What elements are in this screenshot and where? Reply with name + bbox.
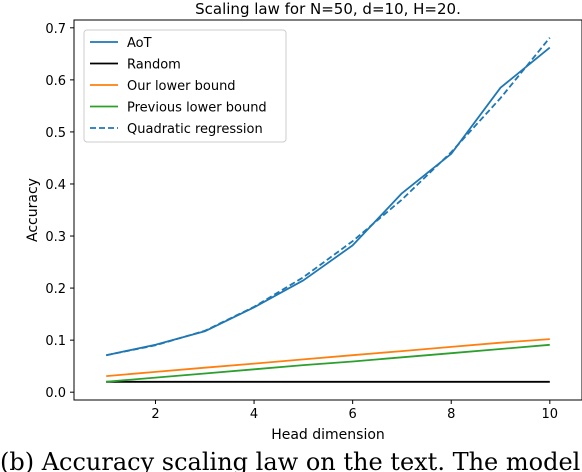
y-tick-label: 0.1 [45, 334, 66, 349]
x-axis-label: Head dimension [271, 427, 385, 443]
legend-box [83, 29, 287, 143]
legend-label: Previous lower bound [127, 101, 267, 116]
legend-label: Quadratic regression [127, 122, 263, 137]
x-tick-label: 4 [250, 407, 258, 422]
y-tick-label: 0.0 [45, 386, 66, 401]
figure-caption: (b) Accuracy scaling law on the text. Th… [0, 448, 582, 472]
series-layer [106, 37, 551, 383]
legend-label: AoT [127, 36, 152, 51]
x-tick-label: 8 [447, 407, 455, 422]
series-line-quadratic-regression [106, 37, 551, 357]
x-tick-label: 10 [542, 407, 559, 422]
series-line-previous-lower-bound [106, 343, 550, 383]
y-tick-label: 0.7 [45, 22, 66, 37]
y-tick-label: 0.5 [45, 126, 66, 141]
x-tick-label: 2 [151, 407, 159, 422]
series-line-our-lower-bound [106, 338, 550, 377]
y-axis-label: Accuracy [25, 178, 41, 242]
axes-frame [73, 19, 582, 401]
legend-label: Our lower bound [127, 79, 236, 94]
legend-label: Random [127, 58, 181, 73]
y-axis-ticks: 0.0 0.1 0.2 0.3 0.4 0.5 0.6 0.7 [45, 22, 74, 401]
plot-area: 0.0 0.1 0.2 0.3 0.4 0.5 0.6 0.7 2 4 6 8 10 [45, 19, 582, 422]
x-tick-label: 6 [349, 407, 357, 422]
y-tick-label: 0.4 [45, 178, 66, 193]
y-tick-label: 0.3 [45, 230, 66, 245]
y-tick-label: 0.6 [45, 74, 66, 89]
x-axis-ticks: 2 4 6 8 10 [151, 400, 558, 422]
chart-title: Scaling law for N=50, d=10, H=20. [195, 0, 461, 18]
y-tick-label: 0.2 [45, 282, 66, 297]
legend: AoT Random Our lower bound Previous lower b… [83, 29, 287, 143]
